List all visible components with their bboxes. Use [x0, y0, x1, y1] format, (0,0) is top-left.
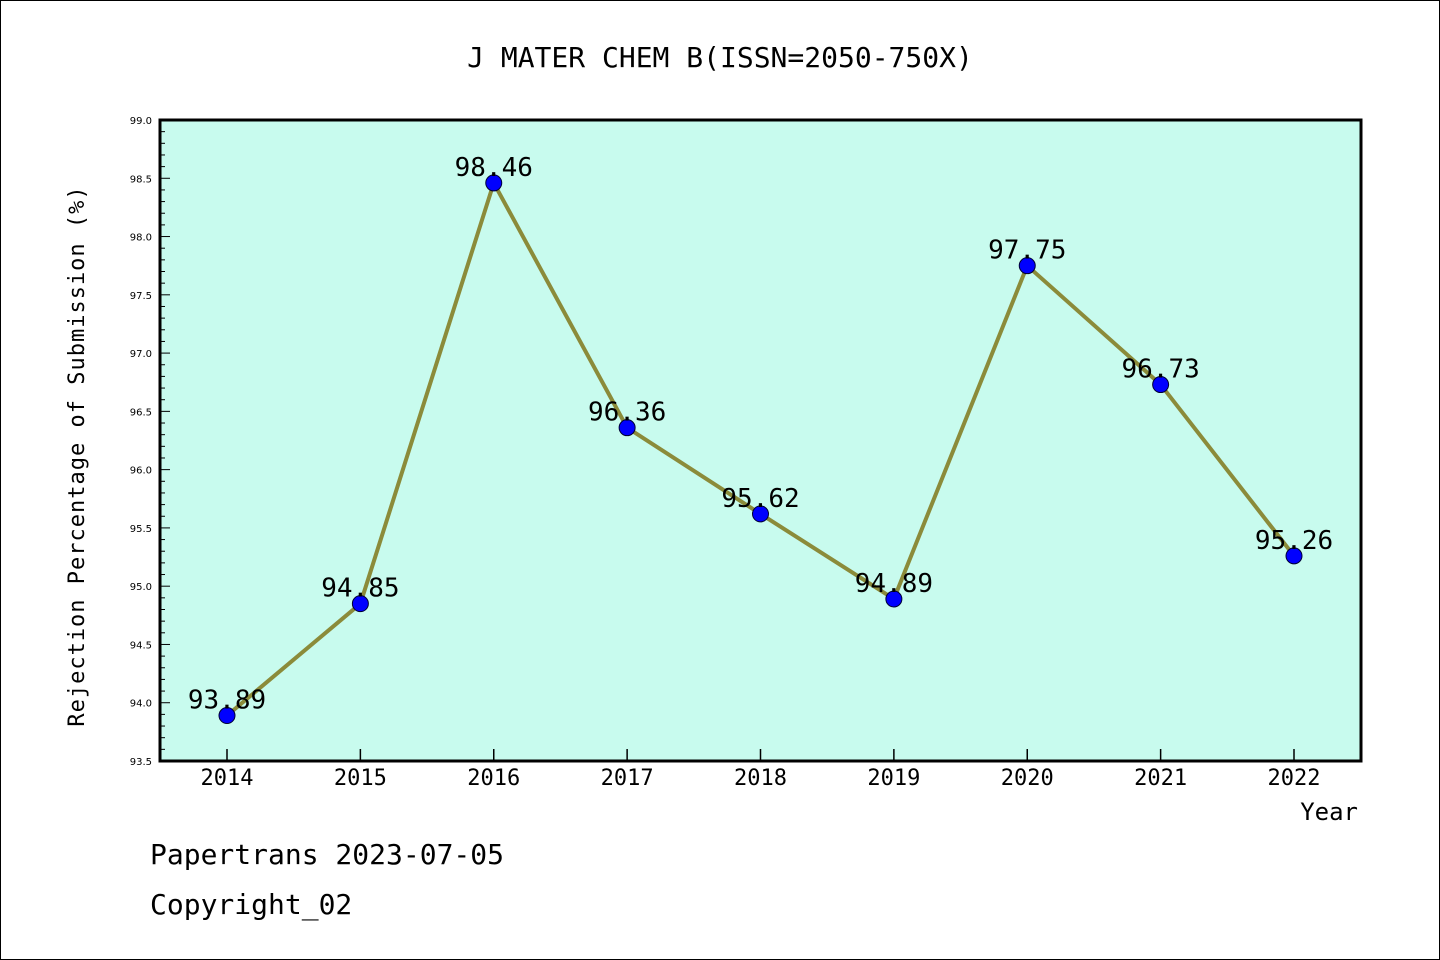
data-label: 96.73	[1121, 355, 1199, 385]
data-point	[351, 595, 369, 613]
data-label: 95.62	[721, 484, 799, 514]
x-tick-label: 2015	[334, 766, 387, 791]
x-tick-label: 2018	[734, 766, 787, 791]
data-label: 94.85	[321, 574, 399, 604]
data-label: 93.89	[188, 686, 266, 716]
footer-copyright: Copyright_02	[150, 888, 352, 922]
chart-title: J MATER CHEM B(ISSN=2050-750X)	[467, 41, 973, 74]
data-point	[218, 707, 236, 725]
y-tick-label: 99.0	[130, 116, 152, 127]
y-tick-label: 94.5	[130, 640, 152, 651]
y-axis-label: Rejection Percentage of Submission (%)	[65, 185, 90, 726]
y-tick-label: 96.0	[130, 466, 152, 477]
data-point	[885, 590, 903, 608]
y-axis: 93.5 94.0 94.5 95.0 95.5 96.0 96.5 97.0 97.5 98.0…	[130, 116, 170, 768]
footer-date: Papertrans 2023-07-05	[150, 838, 504, 871]
data-label: 97.75	[988, 236, 1066, 266]
y-tick-label: 95.0	[130, 582, 152, 593]
x-tick-label: 2014	[201, 766, 254, 791]
data-point	[1152, 376, 1170, 394]
x-tick-label: 2017	[601, 766, 654, 791]
y-tick-label: 98.0	[130, 233, 152, 244]
x-tick-label: 2016	[467, 766, 520, 791]
y-tick-label: 97.5	[130, 291, 152, 302]
y-tick-label: 98.5	[130, 174, 152, 185]
data-label: 96.36	[588, 398, 666, 428]
data-point	[485, 174, 503, 192]
plot-area	[158, 118, 1363, 763]
y-tick-label: 94.0	[130, 699, 152, 710]
data-label: 98.46	[455, 153, 533, 183]
y-tick-label: 95.5	[130, 524, 152, 535]
x-tick-label: 2021	[1134, 766, 1187, 791]
data-label: 95.26	[1255, 526, 1333, 556]
x-tick-label: 2022	[1268, 766, 1321, 791]
y-tick-label: 93.5	[130, 757, 152, 768]
y-tick-label: 96.5	[130, 407, 152, 418]
data-label: 94.89	[855, 569, 933, 599]
data-point	[752, 505, 769, 523]
x-tick-label: 2019	[867, 766, 920, 791]
data-point	[1018, 257, 1036, 275]
data-point	[1285, 547, 1303, 565]
x-axis-label: Year	[1300, 798, 1358, 826]
data-points	[218, 174, 1303, 725]
data-point	[618, 419, 636, 437]
x-tick-label: 2020	[1001, 766, 1054, 791]
x-axis: 2014 2015 2016 2017 2018 2019 2020 2021 2022	[201, 749, 1321, 791]
y-tick-label: 97.0	[130, 349, 152, 360]
data-labels: 93.89 94.85 98.46 96.36 95.62 94.89 97.75 96.73…	[188, 153, 1333, 716]
